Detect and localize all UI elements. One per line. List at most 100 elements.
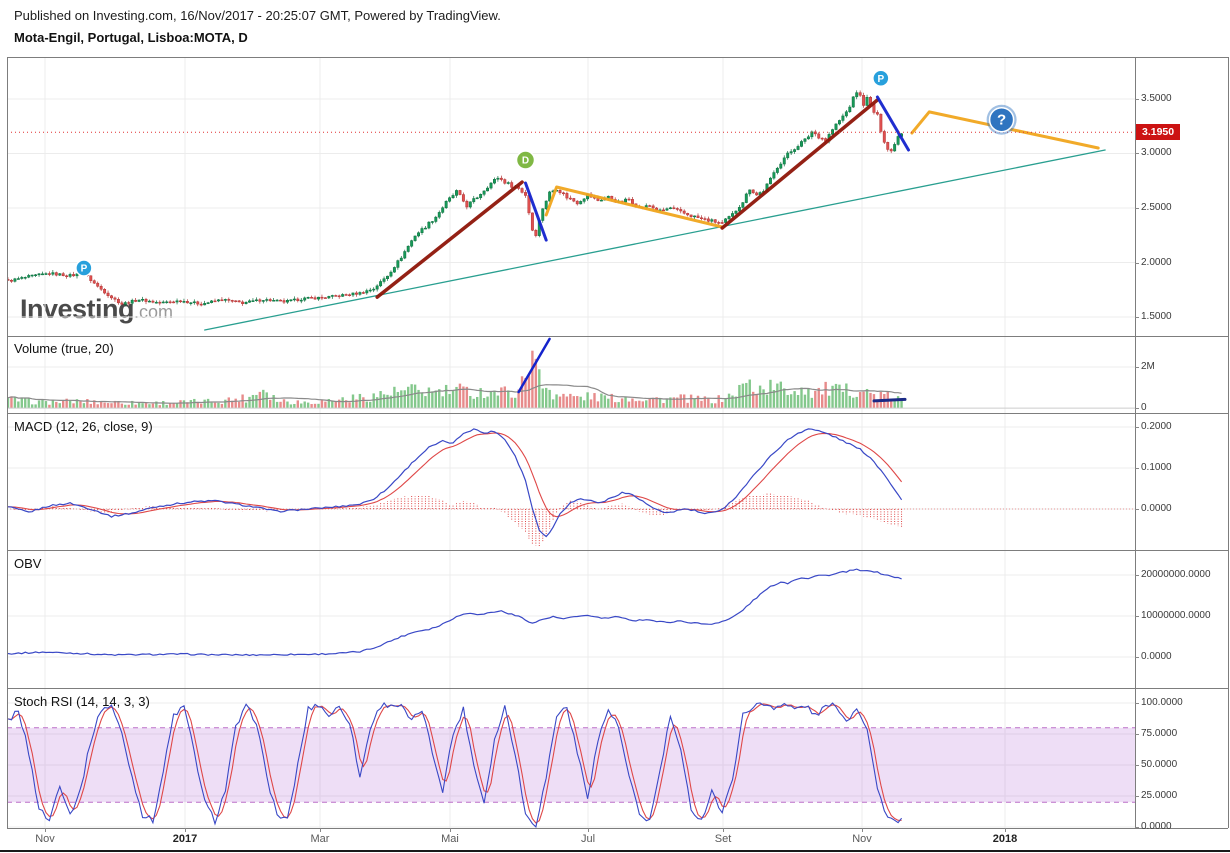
macd-histogram [10,493,903,547]
obv-line [7,568,902,657]
obv-indicator-label[interactable]: OBV [14,556,42,571]
trend-line-blue-2[interactable] [524,181,548,242]
macd-axis-tick [1135,426,1139,428]
obv-axis-label-20000000.0000: 20000000.0000 [1141,569,1211,580]
obv-axis-tick [1135,616,1139,617]
macd-indicator-label[interactable]: MACD (12, 26, close, 9) [14,419,153,434]
price-axis-tick [1135,262,1139,264]
time-axis-label-Nov: Nov [852,833,872,845]
obv-axis-tick [1135,657,1139,658]
macd-axis-tick [1135,467,1139,469]
price-axis-tick [1135,317,1139,319]
panel-divider [7,688,1228,689]
obv-gridlines [7,550,1135,688]
svg-text:?: ? [997,112,1006,129]
time-axis-tick [320,828,321,832]
stoch-axis-tick [1135,734,1139,735]
trend-line-yellow-3[interactable] [544,185,724,229]
stoch-axis-label-75.0000: 75.0000 [1141,728,1178,739]
stoch-axis-label-25.0000: 25.0000 [1141,790,1178,801]
trend-line-red-4[interactable] [720,98,880,230]
time-axis-tick [45,828,46,832]
frame-border [7,57,8,828]
panel-divider [7,413,1228,414]
price-axis-tick [1135,153,1139,155]
stoch-axis-tick [1135,703,1139,704]
time-axis-tick [588,828,589,832]
time-axis-label-Mai: Mai [441,833,459,845]
volume-trend-line-1[interactable] [872,397,907,403]
macd-axis-label-0.0000: 0.0000 [1141,502,1172,514]
trend-line-yellow-6[interactable] [910,110,1100,150]
price-axis-label-1.5000: 1.5000 [1141,311,1172,323]
trend-line-teal-0[interactable] [204,149,1106,331]
svg-text:P: P [878,74,885,85]
price-axis-label-3.5000: 3.5000 [1141,92,1172,104]
chart-marker-P-2[interactable]: P [872,69,890,88]
time-axis-label-Mar: Mar [310,833,330,845]
panel-divider [7,828,1228,829]
volume-axis-tick [1135,408,1139,410]
stoch-band [7,727,1135,803]
time-axis-tick [185,828,186,832]
obv-panel-canvas[interactable] [7,550,1135,688]
published-line: Published on Investing.com, 16/Nov/2017 … [14,8,501,23]
time-axis-tick [1005,828,1006,832]
chart-marker-P-0[interactable]: P [75,259,93,277]
obv-axis-tick [1135,575,1139,576]
svg-text:P: P [81,263,88,274]
last-price-badge: 3.1950 [1136,124,1181,140]
macd-signal-line [7,432,903,518]
stoch-d-line [7,703,902,824]
price-scale[interactable] [1135,57,1230,828]
stoch-axis-tick [1135,765,1139,766]
volume-ma-line [7,384,902,404]
frame-border [1228,57,1229,828]
frame-border [1135,57,1136,828]
time-axis-tick [862,828,863,832]
macd-panel-canvas[interactable] [7,413,1135,550]
page-bottom-border [0,850,1230,852]
macd-axis-label-0.2000: 0.2000 [1141,420,1172,432]
chart-marker-question-3[interactable]: ? [986,104,1017,135]
time-axis-label-Nov: Nov [35,833,55,845]
price-gridlines [7,57,1135,336]
price-axis-label-3.0000: 3.0000 [1141,147,1172,159]
price-axis-tick [1135,98,1139,100]
volume-axis-label-0: 0 [1141,402,1147,414]
trend-line-blue-5[interactable] [875,95,910,152]
volume-trend-line-0[interactable] [517,337,551,394]
volume-bars [7,350,903,409]
panel-divider [7,550,1228,551]
time-axis-label-2017: 2017 [172,833,198,845]
candles-layer [7,90,903,307]
time-axis-tick [723,828,724,832]
time-axis-tick [450,828,451,832]
time-axis-label-2018: 2018 [992,833,1018,845]
stoch-panel-canvas[interactable] [7,688,1135,828]
price-axis-label-2.5000: 2.5000 [1141,202,1172,213]
price-chart-canvas[interactable]: P D P? [7,57,1135,336]
stoch-k-line [7,702,903,828]
symbol-title: Mota-Engil, Portugal, Lisboa:MOTA, D [14,30,248,45]
stoch-axis-label-50.0000: 50.0000 [1141,759,1178,770]
trend-line-red-1[interactable] [375,180,524,299]
stoch-axis-label-0.0000: 0.0000 [1141,821,1172,832]
panel-divider [7,57,1228,58]
chart-marker-D-1[interactable]: D [515,150,536,170]
volume-axis-label-2M: 2M [1141,361,1155,372]
svg-text:D: D [522,156,529,167]
volume-panel-canvas[interactable] [7,336,1135,413]
price-axis-tick [1135,208,1139,209]
stoch-axis-tick [1135,827,1139,828]
stoch-axis-label-100.0000: 100.0000 [1141,697,1183,708]
panel-divider [7,336,1228,337]
stoch-rsi-indicator-label[interactable]: Stoch RSI (14, 14, 3, 3) [14,694,150,709]
volume-axis-tick [1135,367,1139,368]
macd-axis-tick [1135,508,1139,510]
macd-gridlines [7,413,1135,550]
volume-indicator-label[interactable]: Volume (true, 20) [14,341,114,356]
obv-axis-label-0.0000: 0.0000 [1141,651,1172,662]
macd-axis-label-0.1000: 0.1000 [1141,461,1172,473]
